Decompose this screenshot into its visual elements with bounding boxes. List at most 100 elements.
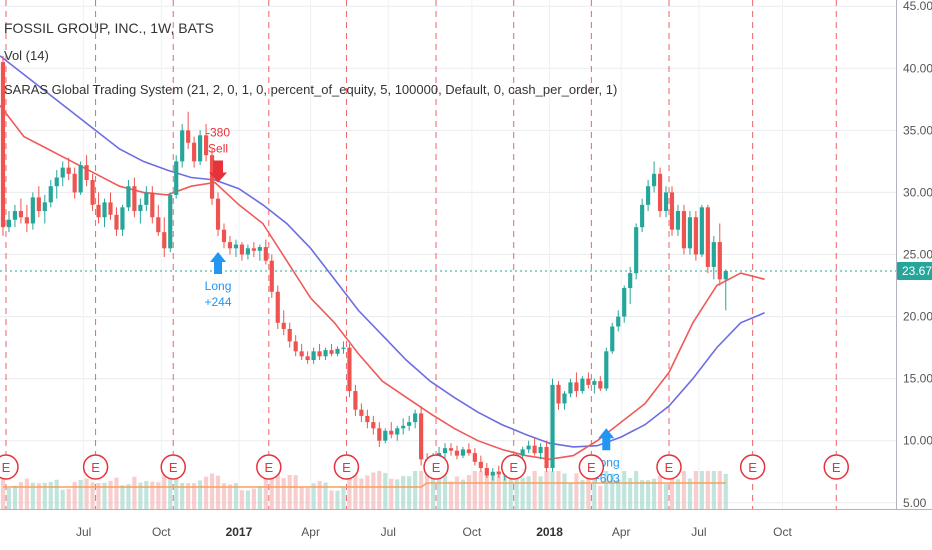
candle-body (24, 217, 29, 224)
candle (120, 204, 125, 236)
volume-bar (401, 476, 406, 509)
candle-body (496, 471, 501, 475)
candle-body (156, 217, 161, 233)
volume-bar (359, 478, 364, 509)
volume-bar (395, 479, 400, 509)
candle-body (419, 413, 424, 460)
candle (365, 409, 370, 429)
candle-body (335, 348, 340, 354)
candle (281, 310, 286, 336)
candle (490, 468, 495, 481)
candle (383, 428, 388, 444)
candle (657, 167, 663, 218)
time-axis[interactable]: Jul Oct 2017 Apr Jul Oct 2018 Apr Jul Oct (76, 525, 793, 539)
volume-bar (353, 471, 358, 509)
candle (192, 136, 197, 168)
candle-body (215, 198, 221, 230)
candle (580, 376, 585, 394)
volume-bar (281, 478, 286, 509)
volume-bar (48, 482, 53, 509)
candle-body (478, 461, 483, 469)
candle-body (687, 217, 693, 249)
candle-body (622, 288, 627, 317)
volume-bar (699, 471, 704, 509)
candle (556, 381, 561, 410)
volume-bar (6, 487, 12, 509)
candle (263, 239, 268, 265)
volume-bar (299, 487, 304, 509)
candle (705, 204, 710, 274)
y-tick-label: 40.00 (903, 61, 932, 75)
candle-body (568, 382, 573, 394)
volume-bar (514, 478, 519, 509)
candle (108, 192, 113, 220)
trade-arrow-up (598, 428, 615, 451)
candle (90, 173, 95, 212)
candle-body (317, 351, 322, 357)
candle (592, 378, 597, 394)
earnings-marker (739, 454, 766, 480)
candle (18, 198, 23, 224)
candle (84, 155, 89, 187)
candle (287, 322, 292, 348)
candle (144, 186, 149, 212)
candle-body (562, 393, 567, 404)
candle (371, 415, 376, 435)
candle-body (598, 381, 603, 389)
candle-body (675, 211, 681, 230)
candle-body (299, 351, 304, 357)
candle (353, 384, 358, 416)
candle (586, 372, 591, 389)
candle (96, 192, 101, 224)
candle-body (78, 165, 83, 193)
candle-body (96, 204, 101, 218)
candle (419, 405, 424, 466)
candle-body (484, 468, 489, 476)
candle-body (610, 326, 615, 352)
volume-bar (640, 480, 645, 509)
candle-body (657, 173, 663, 212)
candle-body (669, 192, 675, 230)
candle (389, 422, 394, 439)
trade-arrow-down (209, 160, 228, 183)
candle (669, 186, 675, 236)
candle-body (520, 449, 525, 456)
candle (227, 235, 233, 255)
candle (198, 130, 203, 166)
candle-body (6, 219, 12, 228)
earnings-marker (0, 454, 19, 480)
volume-bar (407, 476, 412, 509)
volume-bar (508, 477, 513, 509)
candle (401, 418, 406, 435)
candle (299, 343, 304, 361)
y-tick-label: 35.00 (903, 123, 932, 137)
candle (454, 445, 460, 460)
x-tick-label: Jul (381, 525, 396, 539)
volume-bar (723, 473, 728, 509)
candle-body (377, 428, 382, 441)
candle-body (532, 445, 537, 454)
candle-body (0, 62, 6, 228)
earnings-marker (333, 454, 360, 480)
candle-body (72, 173, 77, 193)
volume-bar (616, 479, 621, 509)
volume-bar (36, 483, 41, 509)
candle-body (681, 211, 687, 249)
volume-bar (365, 475, 370, 509)
symbol-title: FOSSIL GROUP, INC., 1W, BATS (4, 20, 214, 36)
price-axis[interactable]: 45.00 40.00 35.00 30.00 25.00 20.00 15.00 10.00… (903, 0, 932, 510)
candle-body (604, 351, 609, 389)
volume-bar (371, 472, 376, 509)
candle-body (592, 381, 597, 385)
candle (538, 443, 543, 460)
volume-bar (526, 476, 531, 509)
candle-body (472, 453, 477, 462)
y-tick-label: 20.00 (903, 310, 932, 324)
candle (132, 177, 137, 218)
candle (24, 204, 29, 233)
volume-bar (574, 473, 579, 509)
candle (478, 455, 483, 472)
candle-body (460, 449, 466, 456)
candle-body (341, 347, 346, 349)
